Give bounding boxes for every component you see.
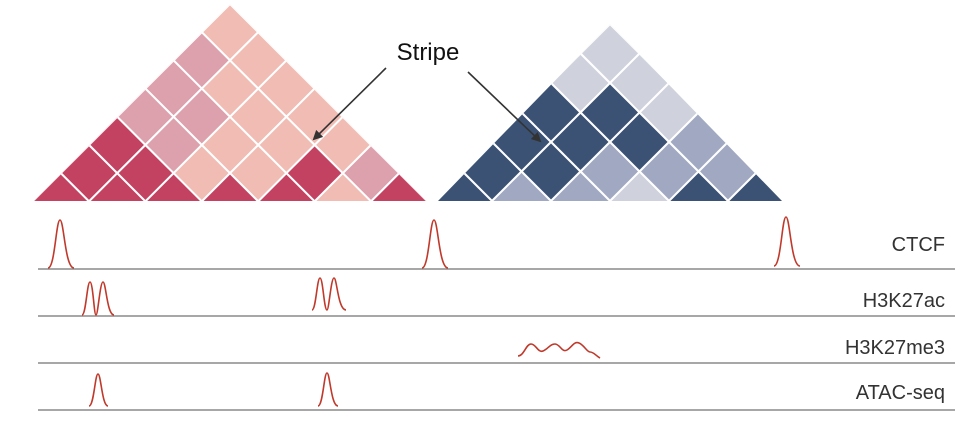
heatmap-cell-red [172,199,232,201]
tad-heatmap-blue [438,24,782,201]
heatmap-cell-blue [608,170,671,201]
h3k27ac-peak [311,277,347,311]
heatmap-cell-red [228,199,288,201]
heatmap-cell-red [397,199,426,201]
atac-seq-peak [317,372,339,407]
heatmap-cell-red [341,199,401,201]
track-label-h3k27me3: H3K27me3 [845,337,945,359]
ctcf-peak [421,219,449,269]
track-label-atac-seq: ATAC-seq [856,382,945,404]
tad-heatmap-red [34,4,426,201]
ctcf-peak [47,219,75,269]
h3k27ac-peak [81,281,115,316]
heatmap-cell-red [200,171,260,201]
heatmap-cell-red [256,171,317,201]
heatmap-cell-red [87,171,147,201]
heatmap-cell-red [284,199,345,201]
heatmap-cell-red [34,199,63,201]
heatmap-cell-red [115,199,176,201]
stripe-label: Stripe [397,39,460,66]
heatmap-cell-blue [490,170,553,201]
track-label-ctcf: CTCF [892,234,945,256]
h3k27me3-signal [517,341,601,359]
stripe-arrow-left [312,67,387,141]
stripe-arrow-right [467,71,542,143]
track-label-h3k27ac: H3K27ac [863,290,945,312]
ctcf-peak [773,216,801,267]
track-lines [38,268,955,411]
heatmap-cell-red [143,171,204,201]
track-signals [47,216,801,407]
heatmap-cell-red [313,171,373,201]
heatmap-cell-blue [667,170,730,201]
heatmap-cell-blue [549,170,612,201]
heatmap-cell-red [59,199,119,201]
atac-seq-peak [88,373,109,407]
stripe-callout: Stripe [312,39,542,143]
track-labels: CTCF H3K27ac H3K27me3 ATAC-seq [845,234,945,404]
